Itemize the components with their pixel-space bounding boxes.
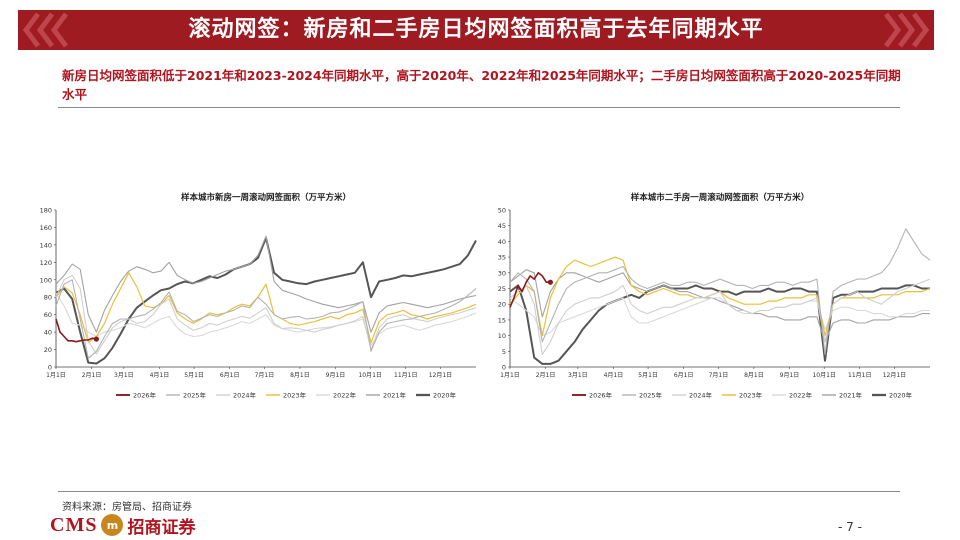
legend-label: 2026年: [589, 391, 613, 400]
series-line-2024年: [55, 274, 477, 355]
y-tick-label: 40: [44, 329, 52, 337]
series-line-2023年: [509, 256, 931, 337]
x-tick-label: 2月1日: [536, 372, 556, 379]
x-tick-label: 3月1日: [114, 372, 134, 379]
x-tick-label: 4月1日: [150, 372, 170, 379]
legend-label: 2022年: [789, 391, 813, 400]
legend-label: 2025年: [639, 391, 663, 400]
chart-title: 样本城市新房一周滚动网签面积（万平方米）: [181, 192, 351, 203]
series-end-marker: [547, 279, 553, 285]
x-tick-label: 12月1日: [429, 372, 452, 379]
x-tick-label: 9月1日: [780, 372, 800, 379]
chart-panel-second-hand: 样本城市二手房一周滚动网签面积（万平方米） 0 5 10 15 20 25 30 35 40 45 5…: [488, 190, 940, 409]
series-line-2022年: [55, 292, 477, 346]
x-tick-label: 8月1日: [290, 372, 310, 379]
x-tick-label: 8月1日: [744, 372, 764, 379]
y-tick-label: 120: [40, 259, 52, 267]
y-tick-label: 5: [502, 348, 506, 356]
series-line-2024年: [509, 278, 931, 355]
y-tick-label: 25: [498, 285, 506, 293]
chevron-decor-right-icon: [884, 12, 930, 48]
x-tick-label: 3月1日: [568, 372, 588, 379]
x-tick-label: 11月1日: [848, 372, 871, 379]
legend-label: 2026年: [133, 391, 157, 400]
legend-label: 2021年: [383, 391, 407, 400]
logo-cn-text: 招商证券: [127, 517, 196, 538]
chart-title: 样本城市二手房一周滚动网签面积（万平方米）: [631, 192, 810, 203]
y-tick-label: 80: [44, 294, 52, 302]
second-hand-chart: 样本城市二手房一周滚动网签面积（万平方米） 0 5 10 15 20 25 30 35 40 45 5…: [498, 192, 931, 400]
cms-logo: CMS m 招商证券: [50, 512, 195, 538]
legend-label: 2020年: [433, 391, 457, 400]
y-tick-label: 140: [40, 241, 52, 249]
bottom-divider: [58, 491, 900, 492]
legend-label: 2022年: [333, 391, 357, 400]
top-divider: [58, 107, 900, 108]
series-line-2021年: [509, 269, 930, 343]
series-line-2026年: [509, 272, 551, 308]
x-tick-label: 6月1日: [220, 372, 240, 379]
x-tick-label: 1月1日: [46, 372, 66, 379]
y-tick-label: 50: [498, 207, 506, 215]
y-tick-label: 20: [498, 301, 506, 309]
y-tick-label: 60: [44, 311, 52, 319]
y-tick-label: 45: [498, 222, 506, 230]
x-tick-label: 11月1日: [394, 372, 417, 379]
x-tick-label: 7月1日: [255, 372, 275, 379]
legend-label: 2023年: [283, 391, 307, 400]
title-banner: 滚动网签：新房和二手房日均网签面积高于去年同期水平: [18, 10, 934, 50]
legend-label: 2024年: [233, 391, 257, 400]
series-line-2022年: [509, 297, 930, 337]
legend-label: 2024年: [689, 391, 713, 400]
x-tick-label: 6月1日: [674, 372, 694, 379]
y-tick-label: 10: [498, 332, 506, 340]
y-tick-label: 180: [40, 207, 52, 215]
legend-label: 2025年: [183, 391, 207, 400]
x-tick-label: 1月1日: [500, 372, 520, 379]
logo-text: CMS: [50, 513, 98, 536]
y-tick-label: 0: [502, 364, 506, 372]
logo-badge-icon: m: [101, 514, 124, 536]
series-line-2020年: [509, 284, 930, 365]
y-tick-label: 35: [498, 254, 506, 262]
x-tick-label: 10月1日: [812, 372, 835, 379]
new-home-chart: 样本城市新房一周滚动网签面积（万平方米） 0 20 40 60 80 100 120 140 16…: [40, 192, 477, 400]
x-tick-label: 4月1日: [604, 372, 624, 379]
page-title: 滚动网签：新房和二手房日均网签面积高于去年同期水平: [188, 17, 764, 42]
page-subtitle: 新房日均网签面积低于2021年和2023-2024年同期水平，高于2020年、2…: [62, 68, 901, 102]
x-tick-label: 9月1日: [326, 372, 346, 379]
chevron-decor-left-icon: [22, 12, 68, 48]
series-end-marker: [93, 336, 99, 342]
y-tick-label: 30: [498, 269, 506, 277]
x-tick-label: 7月1日: [709, 372, 729, 379]
x-tick-label: 2月1日: [82, 372, 102, 379]
x-tick-label: 5月1日: [184, 372, 204, 379]
y-tick-label: 20: [44, 346, 52, 354]
chart-panel-new-home: 样本城市新房一周滚动网签面积（万平方米） 0 20 40 60 80 100 120 140 16…: [34, 190, 480, 409]
series-line-2025年: [509, 228, 931, 355]
x-tick-label: 10月1日: [358, 372, 381, 379]
x-tick-label: 12月1日: [883, 372, 906, 379]
page-number: - 7 -: [838, 520, 862, 534]
series-line-2023年: [55, 272, 477, 344]
y-tick-label: 40: [498, 238, 506, 246]
x-tick-label: 5月1日: [638, 372, 658, 379]
series-line-2021年: [55, 235, 477, 333]
series-line-2020年: [55, 236, 477, 365]
y-tick-label: 160: [40, 224, 52, 232]
legend-label: 2023年: [739, 391, 763, 400]
y-tick-label: 100: [40, 276, 52, 284]
legend-label: 2020年: [889, 391, 913, 400]
series-line-2026年: [55, 318, 97, 343]
source-note: 资料来源：房管局、招商证券: [62, 502, 192, 513]
legend-label: 2021年: [839, 391, 863, 400]
series-line-2025年: [55, 279, 477, 359]
y-tick-label: 0: [48, 364, 52, 372]
y-tick-label: 15: [498, 316, 506, 324]
